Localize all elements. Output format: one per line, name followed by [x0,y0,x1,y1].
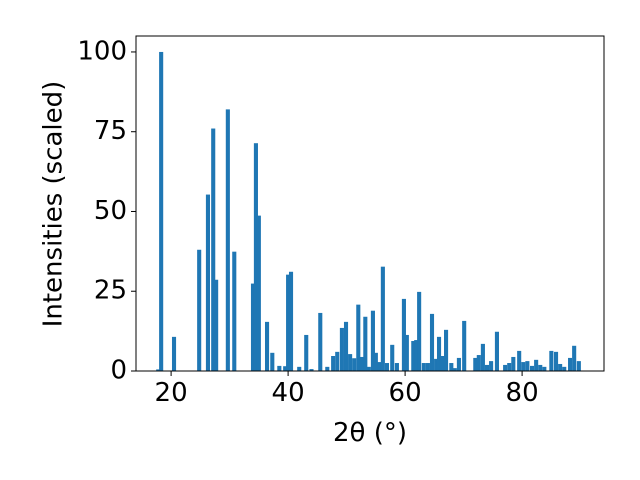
bar [366,366,371,371]
bar [452,368,457,371]
bar [373,352,378,371]
bar [335,351,340,371]
bar [283,366,288,371]
bar [425,363,430,371]
bar [288,271,294,371]
bar [325,366,330,371]
bar [411,341,416,371]
bar [304,334,309,371]
bar [572,345,577,371]
bar [494,331,499,371]
y-tick-label: 50 [94,196,127,226]
bar [356,304,361,371]
bar [370,310,375,371]
bar [232,251,237,371]
bar [462,320,467,371]
bar [517,350,522,371]
bar [444,329,449,371]
bar [377,362,382,371]
bar [171,336,177,371]
bar [553,351,559,371]
bar [197,249,202,371]
bar [456,357,461,371]
bar [538,364,543,371]
bar [318,312,323,371]
bar [270,352,275,371]
y-axis-label: Intensities (scaled) [39,81,69,328]
bar [214,279,219,371]
x-tick-label: 80 [506,378,539,408]
bar [484,364,490,371]
bar [507,363,512,371]
bar [480,343,485,371]
x-axis-label: 2θ (°) [333,418,407,448]
bar [414,340,419,371]
bar [511,356,516,371]
bar [568,357,573,371]
bar [348,354,353,371]
bar [339,327,344,371]
bar [331,356,336,371]
bar [225,109,230,371]
bar [449,363,454,371]
bar [159,51,164,371]
bar [363,316,368,371]
bar [253,143,258,371]
bar [277,365,282,371]
bar [205,194,211,371]
bar [473,357,478,371]
bar [521,362,526,371]
bar [343,321,349,371]
bar [549,350,554,371]
bar [534,359,539,371]
bar [286,274,291,371]
bar [476,355,481,371]
bar [256,215,261,371]
bar [429,313,435,371]
bar [380,266,385,371]
bar [250,283,256,371]
bar [390,344,395,371]
y-tick-label: 100 [77,36,127,66]
y-tick-label: 0 [110,356,127,386]
bar [211,128,216,371]
bar [384,363,390,371]
bar [439,356,445,371]
bar [503,364,508,371]
bar [489,361,494,371]
bar [156,369,161,371]
bar [542,366,547,371]
bar [359,356,364,371]
bar [558,363,563,371]
bar [417,291,422,371]
y-tick-label: 75 [94,116,127,146]
bar [434,358,439,371]
x-tick-label: 40 [272,378,305,408]
bar [529,365,535,371]
plot-frame [135,35,605,372]
bar [576,361,581,371]
bar [309,369,314,371]
bar [401,298,406,371]
x-tick-label: 60 [389,378,422,408]
x-tick-label: 20 [155,378,188,408]
bar [394,363,399,371]
bar [297,366,302,371]
bar [404,334,409,371]
bar [436,336,442,371]
bar [352,358,357,371]
y-tick-label: 25 [94,276,127,306]
bar [562,366,567,371]
bar [525,361,530,371]
bar [264,321,270,371]
bar [421,363,426,371]
